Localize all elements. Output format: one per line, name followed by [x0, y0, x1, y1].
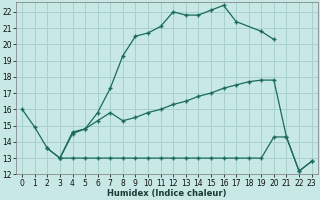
- X-axis label: Humidex (Indice chaleur): Humidex (Indice chaleur): [107, 189, 227, 198]
